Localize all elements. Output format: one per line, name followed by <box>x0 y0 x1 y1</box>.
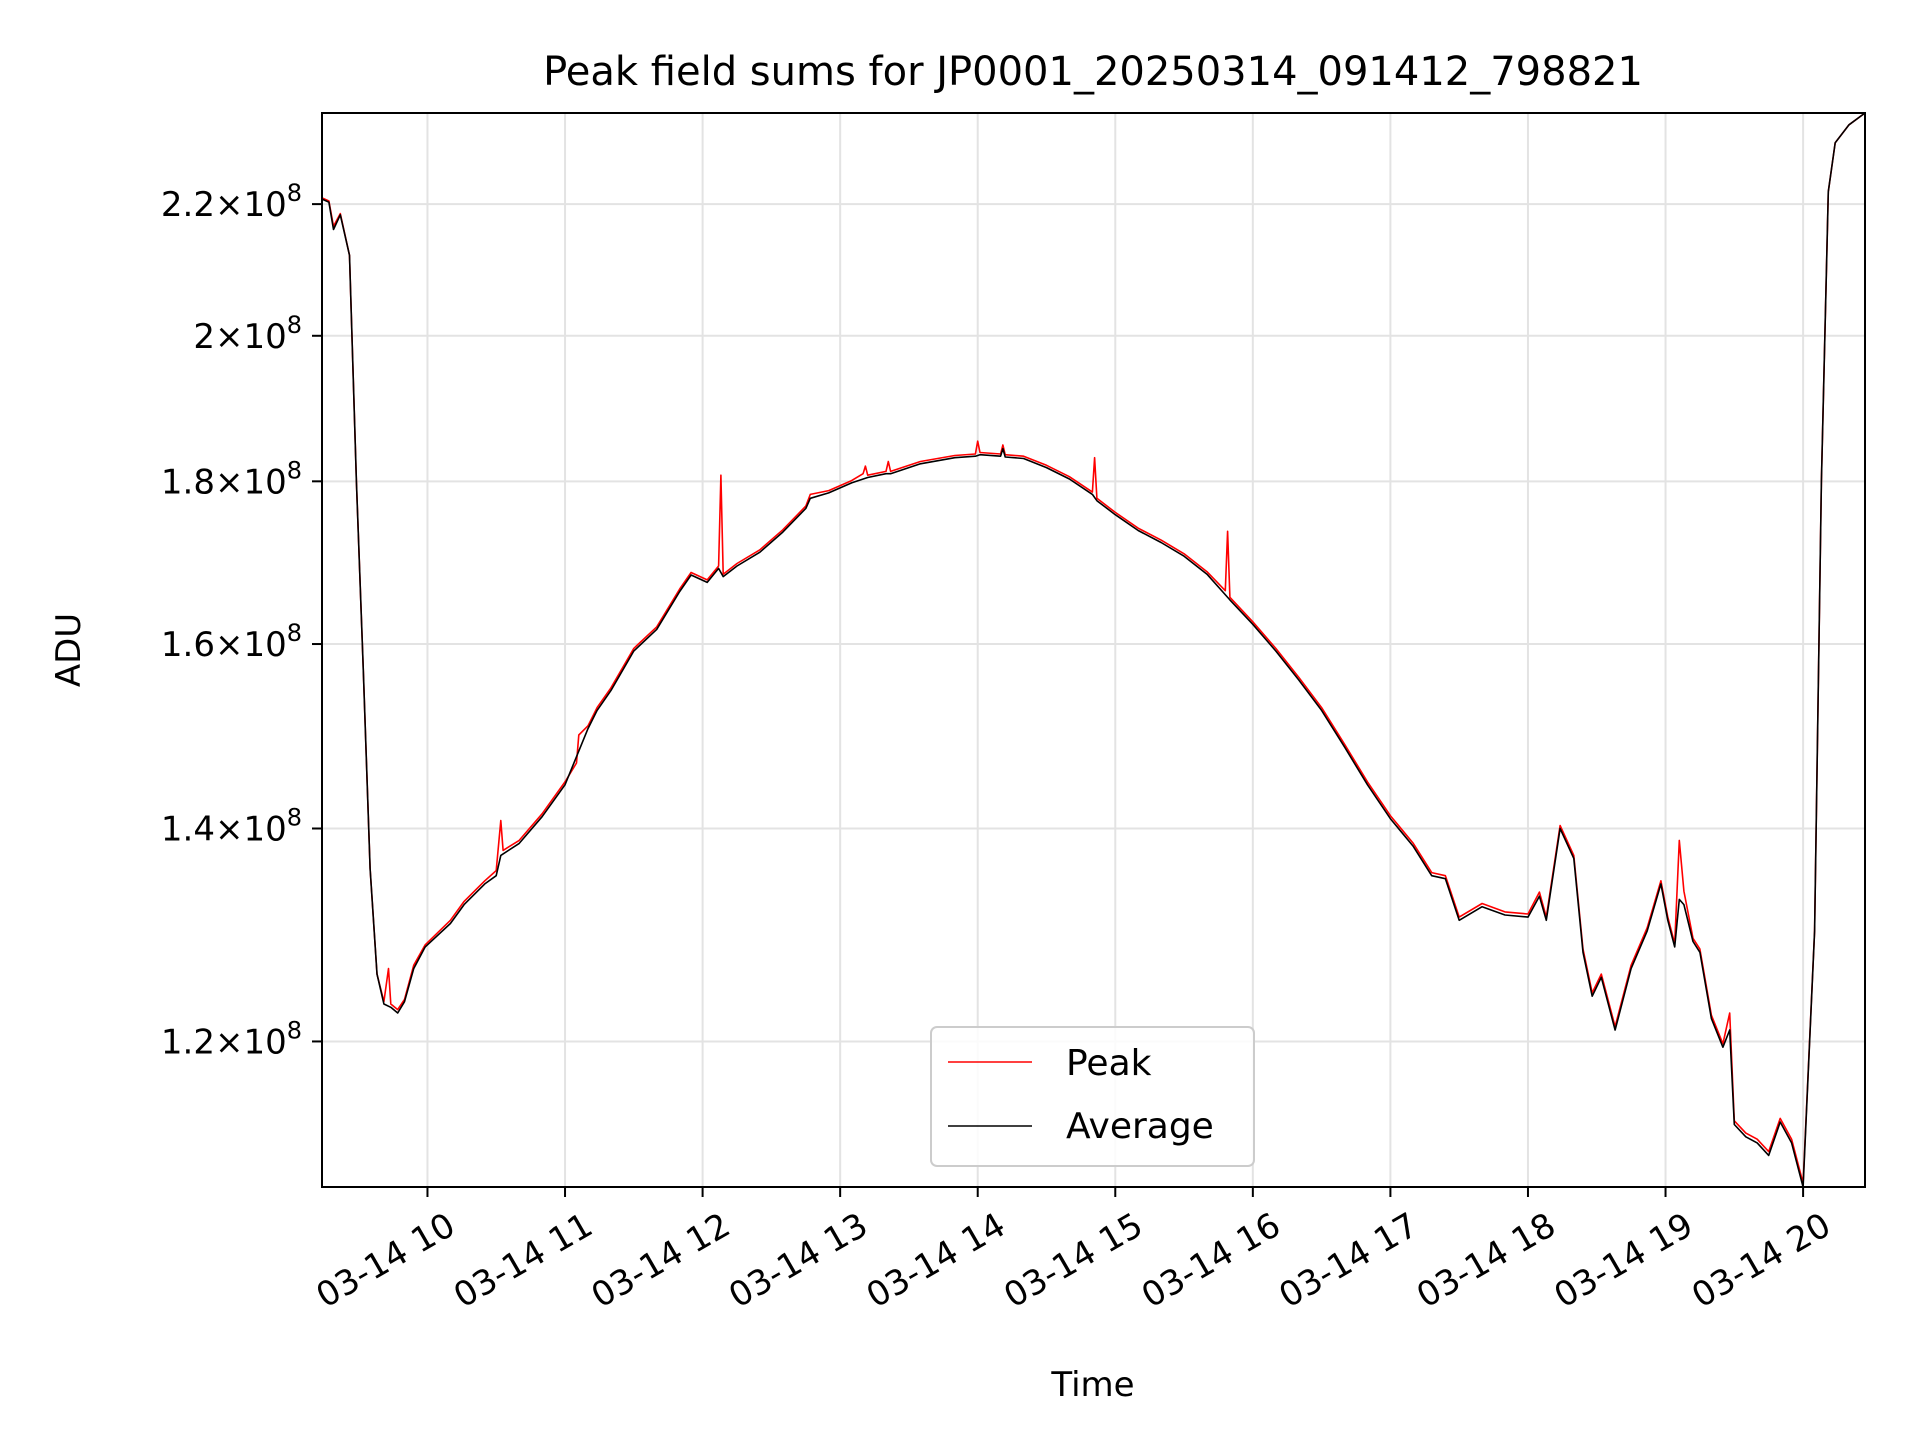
series-line-peak <box>321 112 1866 1184</box>
y-tick-times: ×10 <box>215 185 287 225</box>
y-tick-exponent: 8 <box>287 619 302 647</box>
y-tick-label: 1.6×108 <box>161 619 302 665</box>
y-tick-mantissa: 1.8 <box>161 462 215 502</box>
legend: Peak Average <box>930 1026 1255 1167</box>
y-tick-exponent: 8 <box>287 179 302 207</box>
plot-area <box>321 112 1866 1188</box>
y-tick-label: 1.8×108 <box>161 456 302 502</box>
legend-label-peak: Peak <box>1066 1043 1152 1084</box>
y-tick-exponent: 8 <box>287 804 302 832</box>
y-tick-mantissa: 1.4 <box>161 810 215 850</box>
y-tick-times: ×10 <box>215 810 287 850</box>
y-axis-label: ADU <box>49 613 89 687</box>
y-tick-mantissa: 2.2 <box>161 185 215 225</box>
y-tick-times: ×10 <box>215 1022 287 1062</box>
axes-frame <box>321 112 1866 1188</box>
x-axis-label: Time <box>1050 1365 1134 1405</box>
y-tick-exponent: 8 <box>287 1016 302 1044</box>
y-tick-label: 1.2×108 <box>161 1016 302 1062</box>
y-tick-label: 2.2×108 <box>161 179 302 225</box>
legend-label-average: Average <box>1066 1106 1214 1147</box>
y-tick-exponent: 8 <box>287 456 302 484</box>
y-tick-times: ×10 <box>215 317 287 357</box>
y-tick-mantissa: 2 <box>193 317 215 357</box>
y-tick-mantissa: 1.2 <box>161 1022 215 1062</box>
y-tick-exponent: 8 <box>287 311 302 339</box>
chart-title: Peak field sums for JP0001_20250314_0914… <box>543 49 1643 95</box>
y-tick-label: 2×108 <box>193 311 302 357</box>
y-tick-label: 1.4×108 <box>161 804 302 850</box>
y-tick-times: ×10 <box>215 462 287 502</box>
series-line-average <box>321 112 1866 1188</box>
y-tick-times: ×10 <box>215 625 287 665</box>
y-tick-mantissa: 1.6 <box>161 625 215 665</box>
